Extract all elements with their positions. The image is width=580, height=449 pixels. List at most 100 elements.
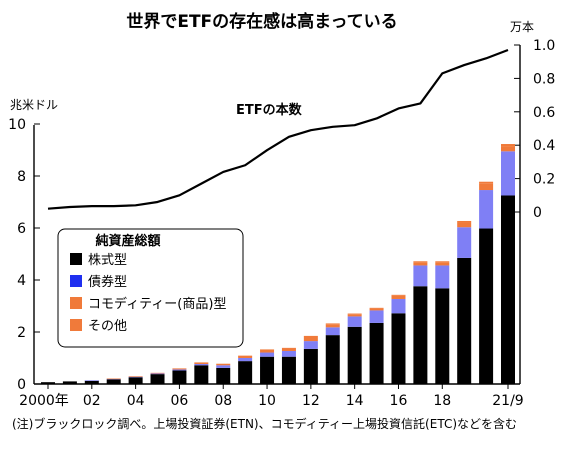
x-tick-label: 18 bbox=[433, 393, 451, 409]
bar-segment bbox=[435, 261, 450, 263]
bar-segment bbox=[150, 372, 165, 374]
bar-segment bbox=[413, 265, 428, 287]
left-tick-label: 0 bbox=[17, 377, 26, 393]
left-ticks: 0 2 4 6 8 10 bbox=[8, 117, 40, 393]
x-ticks: 2000年 02 04 06 08 10 12 14 16 18 21/9 bbox=[19, 384, 524, 409]
bar-segment bbox=[369, 308, 384, 311]
bar-segment bbox=[62, 381, 77, 384]
bar-segment bbox=[325, 324, 340, 328]
bar-segment bbox=[457, 222, 472, 228]
x-tick-label: 08 bbox=[214, 393, 232, 409]
bar-segment bbox=[303, 341, 318, 349]
bar-segment bbox=[216, 363, 231, 366]
bar-segment bbox=[260, 349, 275, 351]
x-tick-label: 21/9 bbox=[492, 393, 523, 409]
x-tick-label: 12 bbox=[302, 393, 320, 409]
left-tick-label: 4 bbox=[17, 273, 26, 289]
x-tick-label: 06 bbox=[171, 393, 189, 409]
bar-segment bbox=[347, 326, 362, 384]
left-tick-label: 6 bbox=[17, 221, 26, 237]
bar-segment bbox=[347, 313, 362, 315]
legend-label: 債券型 bbox=[88, 274, 127, 290]
bars bbox=[41, 144, 515, 384]
bar-segment bbox=[501, 151, 515, 196]
left-tick-label: 8 bbox=[17, 169, 26, 185]
bar-segment bbox=[260, 356, 275, 384]
bar-segment bbox=[413, 262, 428, 266]
bar-segment bbox=[435, 262, 450, 266]
bar-segment bbox=[391, 295, 406, 299]
bar-segment bbox=[413, 286, 428, 384]
bar-segment bbox=[216, 365, 231, 368]
bar-segment bbox=[128, 376, 143, 378]
left-tick-label: 2 bbox=[17, 325, 26, 341]
bar-segment bbox=[457, 227, 472, 258]
legend-title: 純資産総額 bbox=[95, 233, 160, 249]
bar-segment bbox=[216, 367, 231, 384]
bar-segment bbox=[347, 314, 362, 317]
left-tick-label: 10 bbox=[8, 117, 26, 133]
bar-segment bbox=[391, 298, 406, 314]
bar-segment bbox=[281, 356, 296, 384]
bar-segment bbox=[84, 380, 99, 384]
bar-segment bbox=[238, 355, 253, 358]
bar-segment bbox=[238, 358, 253, 362]
right-tick-label: 1.0 bbox=[533, 38, 555, 54]
bar-segment bbox=[260, 349, 275, 353]
x-tick-label: 14 bbox=[346, 393, 364, 409]
bar-segment bbox=[106, 379, 121, 384]
bar-segment bbox=[172, 369, 187, 371]
x-tick-label: 10 bbox=[258, 393, 276, 409]
bar-segment bbox=[150, 373, 165, 375]
bar-segment bbox=[501, 146, 515, 152]
bar-segment bbox=[347, 316, 362, 327]
legend-box bbox=[57, 228, 244, 348]
bar-segment bbox=[194, 362, 209, 364]
bar-segment bbox=[106, 378, 121, 380]
bar-segment bbox=[501, 195, 515, 384]
bar-segment bbox=[325, 335, 340, 384]
bar-segment bbox=[128, 376, 143, 377]
bar-segment bbox=[84, 380, 99, 381]
bar-segment bbox=[238, 355, 253, 357]
bar-segment bbox=[303, 335, 318, 337]
bar-segment bbox=[457, 257, 472, 384]
bar-segment bbox=[172, 370, 187, 384]
bar-segment bbox=[172, 368, 187, 370]
bar-segment bbox=[435, 288, 450, 384]
bar-segment bbox=[281, 350, 296, 357]
left-axis-unit: 兆米ドル bbox=[10, 98, 58, 112]
bar-segment bbox=[325, 327, 340, 336]
x-tick-label: 02 bbox=[83, 393, 101, 409]
bar-segment bbox=[501, 144, 515, 147]
chart-title: 世界でETFの存在感は高まっている bbox=[126, 11, 397, 32]
bar-segment bbox=[303, 348, 318, 384]
bar-segment bbox=[457, 220, 472, 223]
bar-segment bbox=[238, 361, 253, 384]
bar-segment bbox=[479, 183, 494, 191]
right-tick-label: 0.8 bbox=[533, 71, 555, 87]
bar-segment bbox=[128, 377, 143, 384]
x-tick-label: 2000年 bbox=[19, 393, 69, 409]
right-axis-unit: 万本 bbox=[510, 20, 534, 34]
bar-segment bbox=[41, 382, 55, 384]
bar-segment bbox=[369, 322, 384, 384]
bar-segment bbox=[479, 181, 494, 184]
bar-segment bbox=[479, 228, 494, 384]
bar-segment bbox=[435, 265, 450, 289]
right-tick-label: 0.6 bbox=[533, 105, 555, 121]
bar-segment bbox=[391, 294, 406, 296]
bar-segment bbox=[479, 190, 494, 229]
bar-segment bbox=[391, 313, 406, 384]
legend-swatch bbox=[70, 319, 82, 331]
bar-segment bbox=[260, 352, 275, 357]
footnote: (注)ブラックロック調べ。上場投資証券(ETN)、コモディティー上場投資信託(E… bbox=[12, 416, 517, 431]
legend-swatch bbox=[70, 253, 82, 265]
legend-label: その他 bbox=[88, 319, 127, 334]
etf-count-label: ETFの本数 bbox=[236, 102, 303, 118]
legend-swatch bbox=[70, 297, 82, 309]
bar-segment bbox=[369, 307, 384, 309]
bar-segment bbox=[413, 261, 428, 263]
